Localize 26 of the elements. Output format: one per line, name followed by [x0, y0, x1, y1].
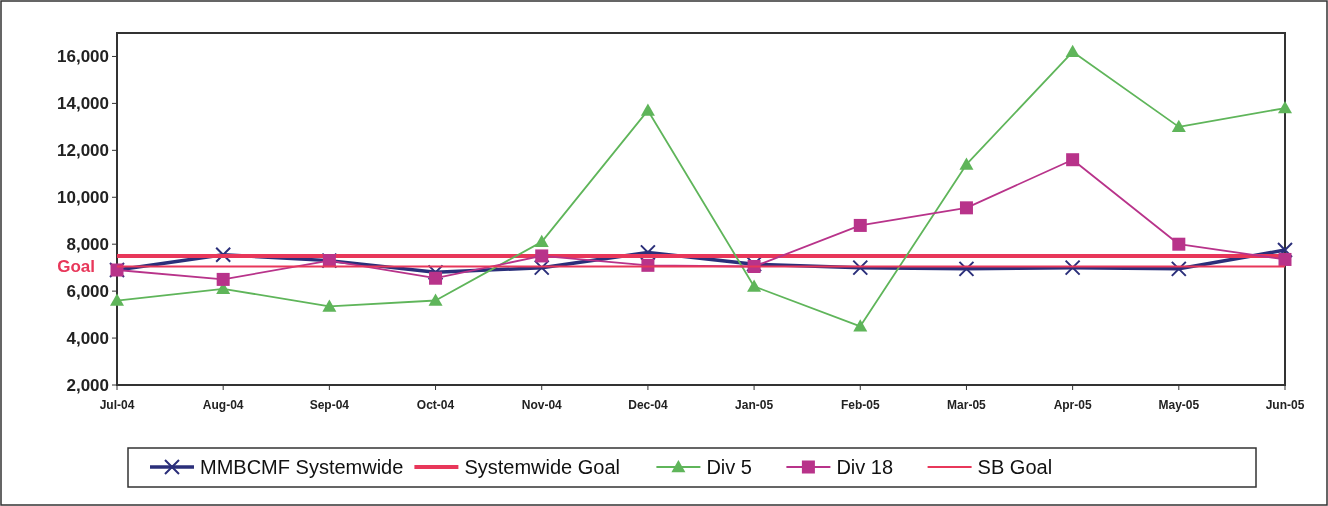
x-tick-label: Feb-05	[840, 398, 880, 412]
x-tick-label: Sep-04	[309, 398, 350, 412]
text: Goal	[57, 257, 95, 277]
y-tick-label: 4,000	[66, 329, 109, 349]
x-tick-label: Dec-04	[628, 398, 668, 412]
y-tick-label: 6,000	[66, 282, 109, 302]
y-tick-label: 10,000	[57, 188, 109, 208]
x-tick-label: Aug-04	[202, 398, 244, 412]
x-tick-label: May-05	[1158, 398, 1200, 412]
x-tick-label: Oct-04	[416, 398, 455, 412]
x-tick-label: Jun-05	[1265, 398, 1305, 412]
y-tick-label: 8,000	[66, 235, 109, 255]
x-tick-label: Jan-05	[735, 398, 774, 412]
y-tick-label: 12,000	[57, 141, 109, 161]
legend-label: Systemwide Goal	[464, 456, 621, 478]
x-tick-label: Mar-05	[947, 398, 987, 412]
y-tick-label: 2,000	[66, 375, 109, 395]
x-tick-label: Nov-04	[521, 398, 563, 412]
x-tick-label: Apr-05	[1053, 398, 1092, 412]
legend-label: MMBCMF Systemwide	[200, 456, 404, 478]
y-tick-label: 14,000	[57, 94, 109, 114]
legend-label: SB Goal	[977, 456, 1053, 478]
x-tick-label: Jul-04	[99, 398, 135, 412]
y-tick-label: 16,000	[57, 47, 109, 67]
legend-label: Div 18	[836, 456, 894, 478]
legend-label: Div 5	[706, 456, 752, 478]
